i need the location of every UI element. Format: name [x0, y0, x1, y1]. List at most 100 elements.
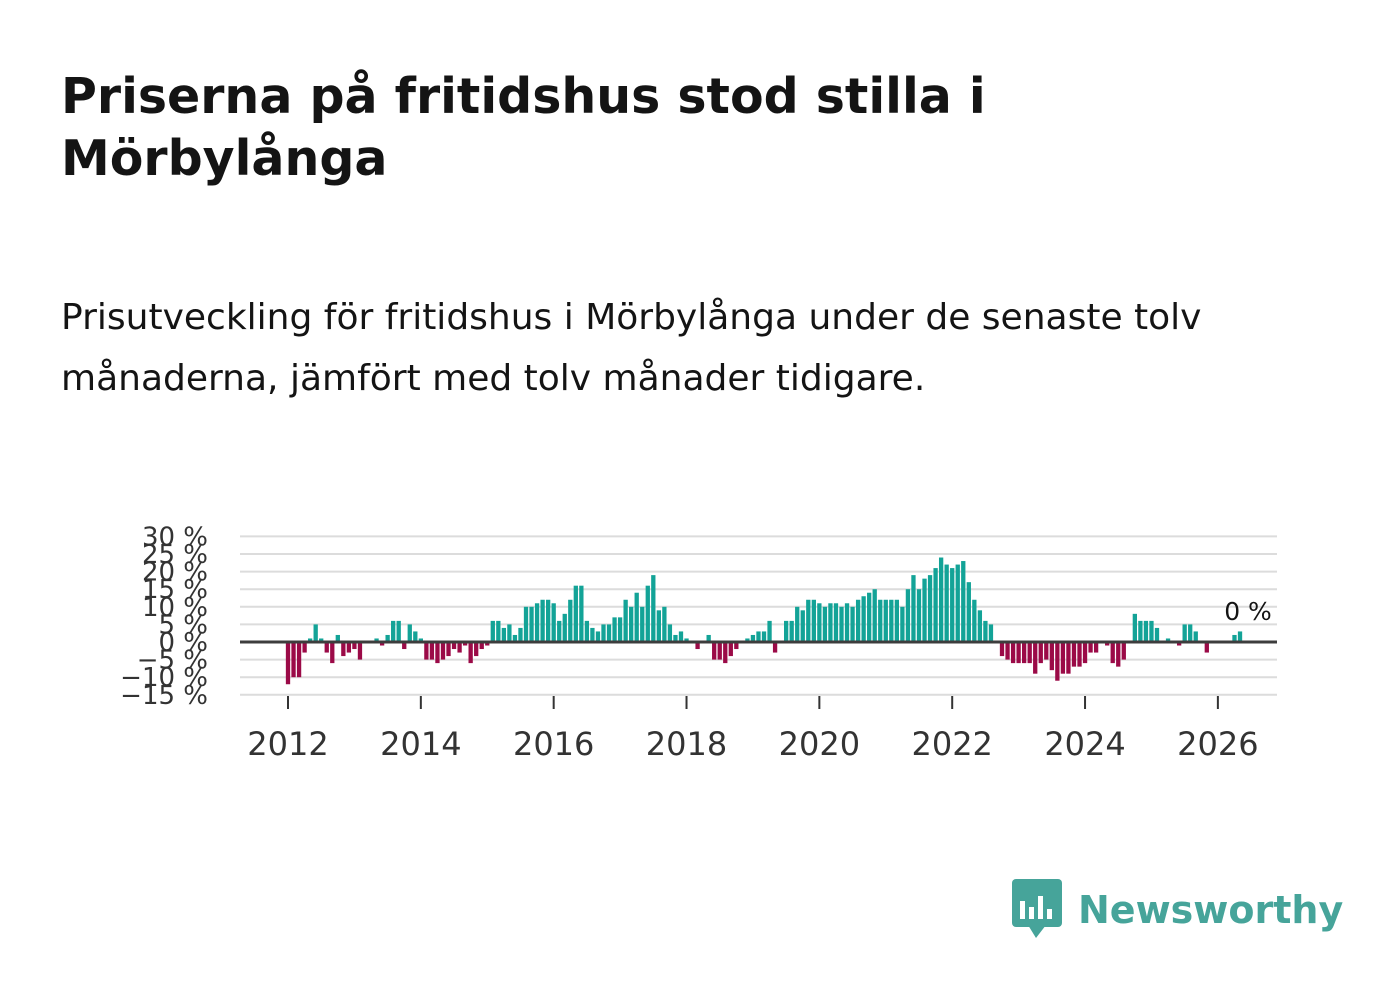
bar — [1232, 634, 1237, 642]
bar — [905, 589, 911, 642]
bar — [418, 638, 423, 642]
bar — [955, 564, 960, 642]
bar — [662, 606, 667, 642]
bar — [468, 642, 473, 664]
bar — [656, 610, 661, 642]
bar — [933, 568, 938, 642]
bar — [1055, 642, 1060, 681]
bar — [523, 606, 529, 642]
bar — [1022, 642, 1027, 664]
bar — [346, 642, 352, 653]
bar — [634, 592, 639, 642]
bar — [1033, 642, 1038, 674]
bar — [723, 642, 728, 664]
bar — [1110, 642, 1115, 664]
x-tick-label: 2022 — [911, 725, 992, 763]
newsworthy-logo[interactable]: Newsworthy — [1012, 879, 1343, 941]
bar — [296, 642, 302, 678]
bar — [1071, 642, 1077, 667]
bar — [1193, 631, 1198, 642]
y-tick-label: 10 % — [142, 593, 208, 623]
y-tick-label: 5 % — [158, 610, 208, 640]
x-axis-ticks: 2012 2014 2016 2018 2020 2022 2024 2026 — [247, 696, 1259, 763]
bar — [462, 642, 468, 646]
bar — [374, 638, 379, 642]
bar — [568, 599, 573, 642]
bar — [1005, 642, 1010, 660]
bar — [651, 575, 656, 642]
bar — [927, 575, 933, 642]
bar — [396, 620, 401, 642]
bar — [307, 638, 313, 642]
bar — [291, 642, 296, 678]
bar — [678, 631, 684, 642]
bar — [878, 599, 883, 642]
bar — [750, 634, 756, 642]
bar — [540, 599, 545, 642]
bar — [811, 599, 816, 642]
bar — [889, 599, 894, 642]
bar — [413, 631, 418, 642]
newsworthy-logo-text: Newsworthy — [1078, 888, 1344, 932]
bar — [950, 568, 955, 642]
bar — [850, 606, 855, 642]
bar — [745, 638, 750, 642]
x-tick-label: 2014 — [380, 725, 461, 763]
bar — [623, 599, 628, 642]
bar — [435, 642, 440, 664]
bar — [844, 603, 850, 642]
bar — [601, 624, 606, 642]
bar — [612, 617, 617, 642]
bar — [446, 642, 451, 657]
bar — [772, 642, 778, 653]
bar — [867, 592, 872, 642]
bar — [706, 634, 711, 642]
bar — [767, 620, 772, 642]
bar — [894, 599, 899, 642]
bar — [789, 620, 794, 642]
bar — [1176, 642, 1182, 646]
bar — [717, 642, 722, 660]
bar — [474, 642, 479, 657]
bar — [1077, 642, 1082, 667]
bar — [966, 582, 971, 642]
bar — [972, 599, 977, 642]
bar — [341, 642, 346, 657]
bar — [900, 606, 905, 642]
bar — [1044, 642, 1049, 660]
bar — [385, 634, 390, 642]
bar — [1138, 620, 1143, 642]
bar — [1188, 624, 1193, 642]
bar — [828, 603, 833, 642]
chart-title: Priserna på fritidshus stod stilla i Mör… — [61, 68, 986, 187]
bar — [761, 631, 767, 642]
bar — [977, 610, 983, 642]
bar — [938, 557, 944, 642]
bar — [479, 642, 484, 650]
x-tick-label: 2018 — [646, 725, 727, 763]
y-axis-ticks: 30 %25 %20 %15 %10 %5 %0 %−5 %−10 %−15 % — [120, 522, 208, 710]
bar — [695, 642, 700, 650]
x-tick-label: 2026 — [1177, 725, 1258, 763]
bar — [451, 642, 457, 650]
bar — [1105, 642, 1110, 646]
bar — [429, 642, 435, 660]
bar — [629, 606, 634, 642]
bar — [529, 606, 534, 642]
y-tick-label: 0 % — [158, 628, 208, 658]
bar — [1182, 624, 1187, 642]
bar — [1093, 642, 1099, 653]
bar — [911, 575, 916, 642]
bar — [1165, 638, 1171, 642]
bar — [562, 613, 567, 642]
bar — [712, 642, 717, 660]
bar — [595, 631, 601, 642]
bar — [872, 589, 877, 642]
grid-lines — [240, 535, 1277, 696]
y-tick-label: 20 % — [142, 558, 208, 588]
bar — [606, 624, 612, 642]
bar — [1204, 642, 1209, 653]
last-value-label: 0 % — [1224, 597, 1272, 626]
bar — [684, 638, 689, 642]
x-tick-label: 2020 — [779, 725, 860, 763]
